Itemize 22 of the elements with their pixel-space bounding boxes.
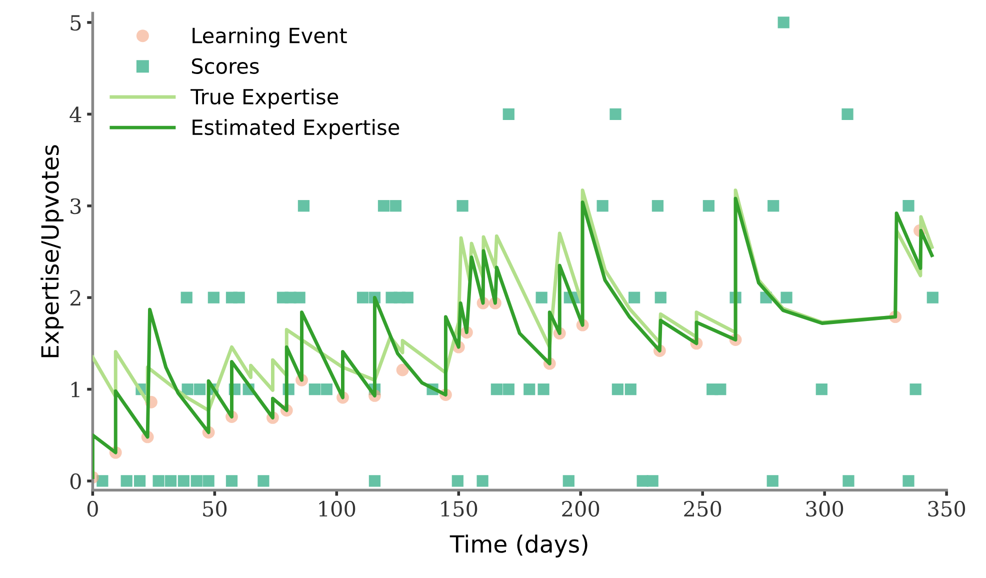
x-tick-label: 350 <box>928 500 966 517</box>
legend-label: Learning Event <box>192 27 347 48</box>
x-tick-label: 0 <box>87 500 98 517</box>
x-tick-label: 300 <box>806 500 844 517</box>
y-tick-label: 0 <box>70 473 81 490</box>
legend-label: True Expertise <box>190 88 338 109</box>
x-axis-title: Time (days) <box>450 534 588 558</box>
x-tick-label: 250 <box>684 500 722 517</box>
legend-label: Estimated Expertise <box>192 119 400 140</box>
y-tick-label: 2 <box>70 290 80 306</box>
y-tick-label: 4 <box>70 106 82 122</box>
x-tick-label: 100 <box>319 500 356 517</box>
y-axis-title: Expertise/Upvotes <box>40 145 64 358</box>
y-tick-label: 5 <box>70 15 81 31</box>
y-tick-label: 3 <box>70 198 81 214</box>
x-tick-label: 200 <box>562 500 600 517</box>
point <box>396 364 409 376</box>
line-series <box>92 196 934 480</box>
x-tick-label: 50 <box>203 500 227 517</box>
legend-label: Scores <box>192 58 259 74</box>
y-tick-label: 1 <box>72 382 80 398</box>
x-tick-label: 150 <box>441 500 478 517</box>
